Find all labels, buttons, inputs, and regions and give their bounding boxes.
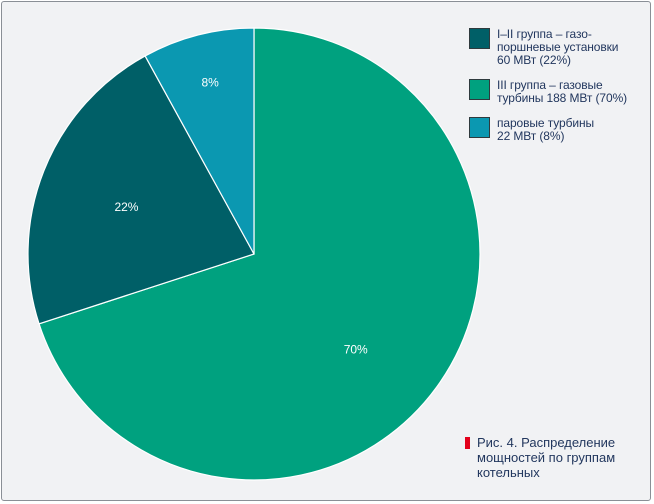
slice-percent-label: 22% xyxy=(114,200,138,214)
slice-percent-label: 70% xyxy=(344,343,368,357)
legend-label: паровые турбины 22 МВт (8%) xyxy=(497,116,595,143)
figure-caption: Рис. 4. Распределение мощностей по групп… xyxy=(465,435,650,480)
legend-item-steam-turbines: паровые турбины 22 МВт (8%) xyxy=(469,117,649,143)
caption-marker xyxy=(465,437,470,449)
legend-label: I–II группа – газо- поршневые установки … xyxy=(497,27,619,67)
pie-slice xyxy=(144,27,255,255)
legend-swatch xyxy=(469,117,490,138)
legend-swatch xyxy=(469,28,490,49)
pie-slice xyxy=(27,55,255,325)
caption-title: Рис. 4. Распределение мощностей по групп… xyxy=(477,435,616,480)
legend-swatch xyxy=(469,79,490,100)
pie-slice xyxy=(38,27,481,481)
legend-item-group-1-2: I–II группа – газо- поршневые установки … xyxy=(469,28,649,67)
legend: I–II группа – газо- поршневые установки … xyxy=(469,28,649,155)
legend-label: III группа – газовые турбины 188 МВт (70… xyxy=(497,78,628,105)
legend-item-group-3: III группа – газовые турбины 188 МВт (70… xyxy=(469,79,649,105)
slice-percent-label: 8% xyxy=(201,75,219,89)
